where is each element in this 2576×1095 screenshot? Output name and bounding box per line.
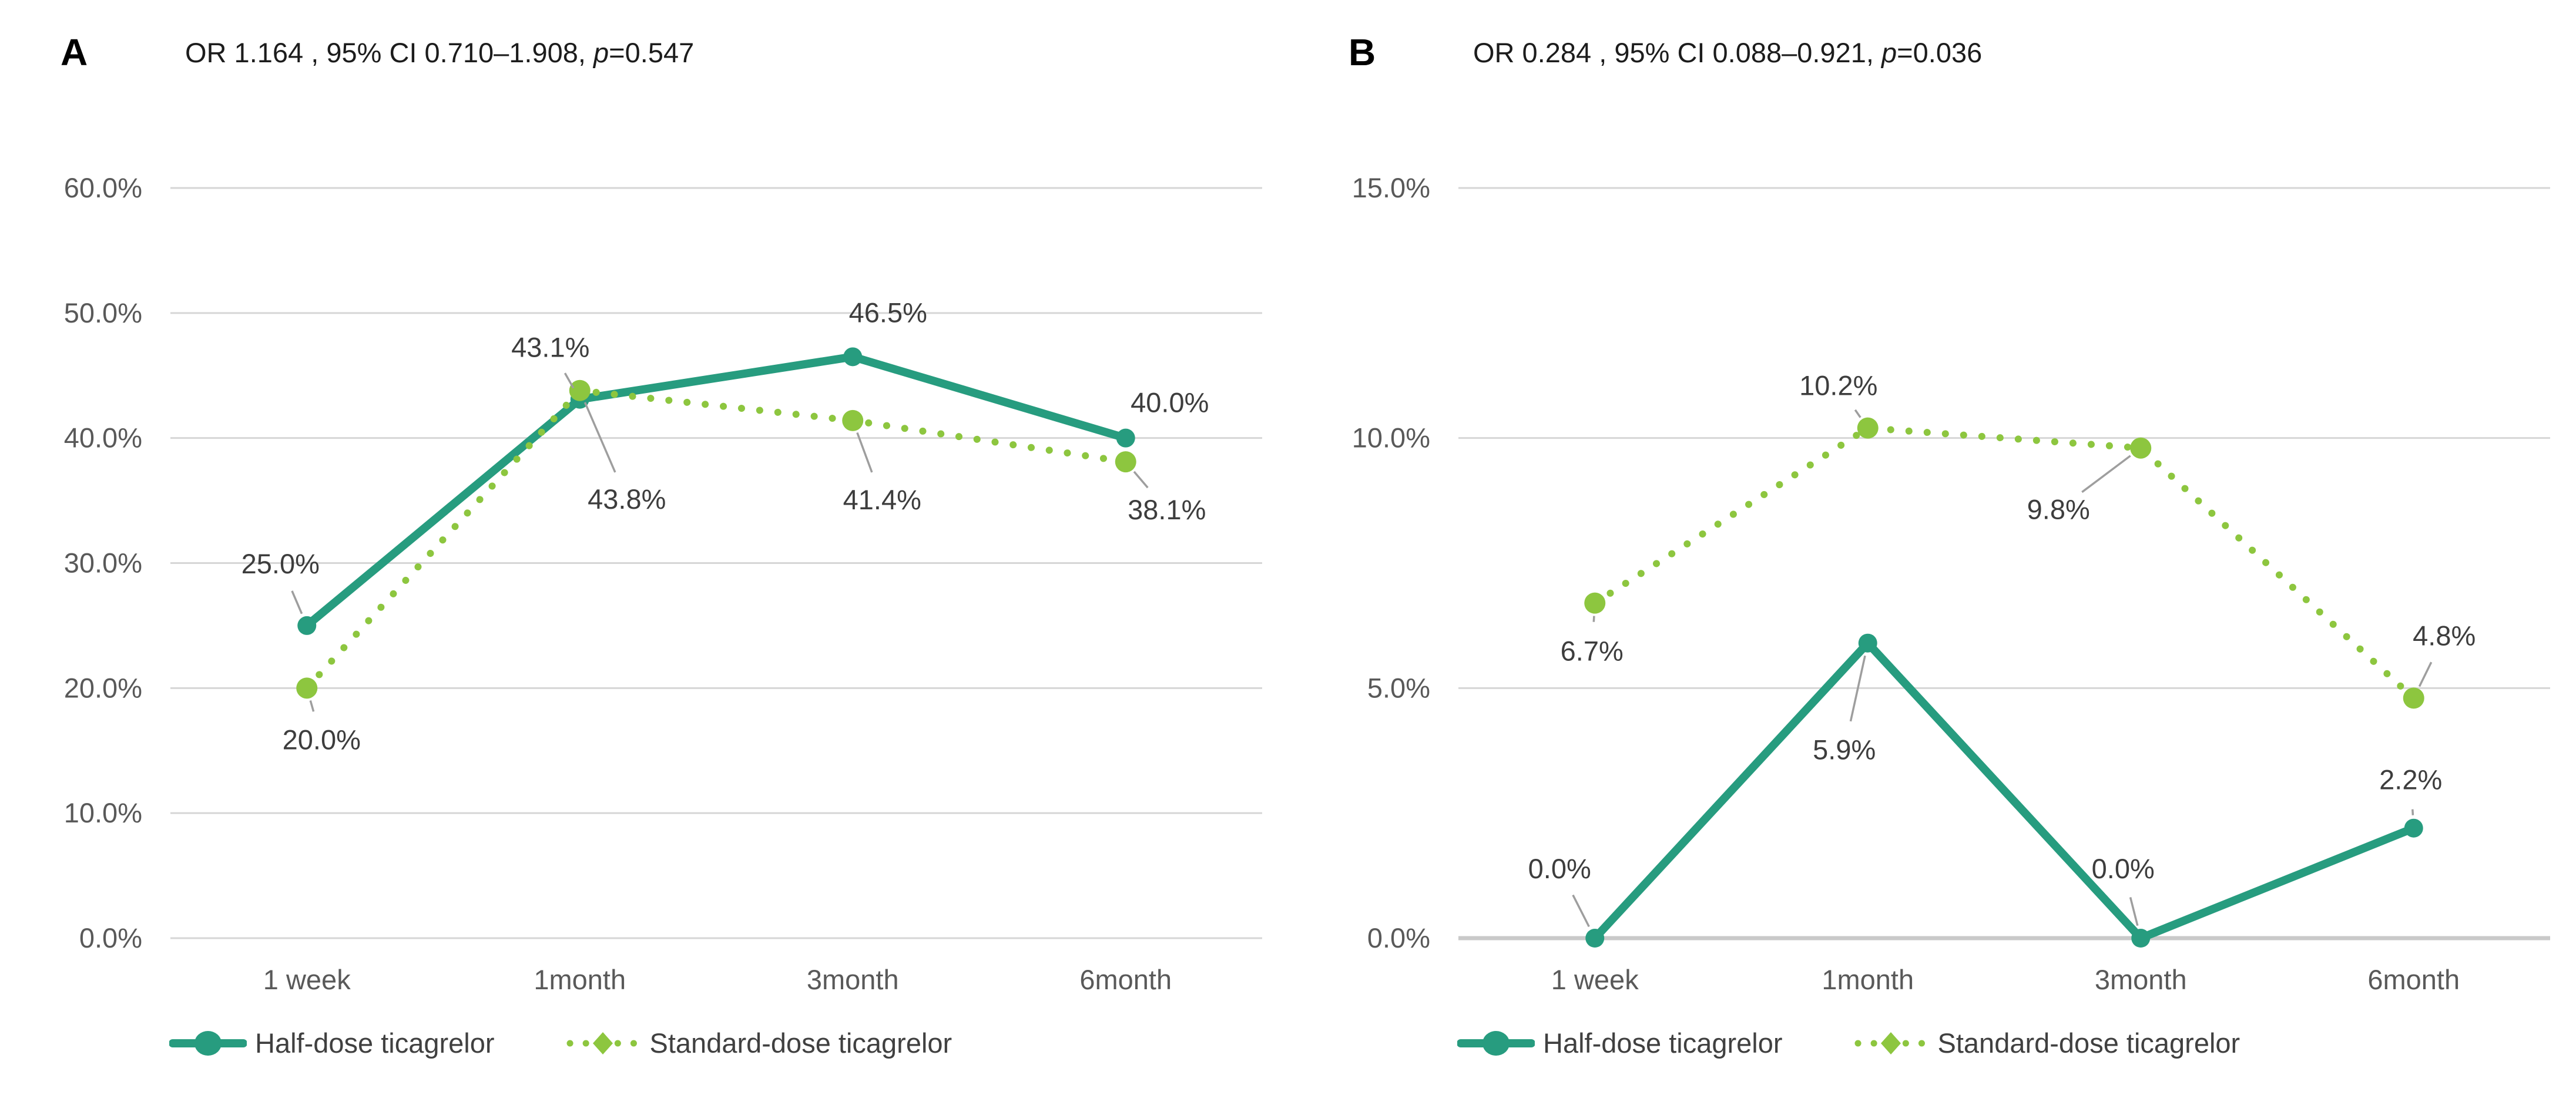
- label-leader-line: [856, 432, 873, 473]
- data-point-standard_dose: [842, 409, 864, 431]
- data-point-standard_dose: [2130, 437, 2152, 459]
- label-leader-line: [309, 700, 315, 712]
- y-axis-label: 50.0%: [64, 297, 142, 328]
- label-leader-line: [1133, 471, 1149, 489]
- data-point-standard_dose: [296, 677, 318, 699]
- data-point-half_dose: [297, 616, 317, 635]
- data-label: 5.9%: [1813, 734, 1876, 765]
- x-axis-label: 1month: [534, 964, 626, 995]
- panel-a-header: A OR 1.164 , 95% CI 0.710–1.908, p=0.547: [0, 31, 1288, 83]
- panel-a-letter: A: [61, 31, 89, 73]
- x-axis-label: 1month: [1822, 964, 1914, 995]
- data-label: 2.2%: [2379, 764, 2442, 795]
- label-leader-line: [1854, 409, 1861, 418]
- data-label: 6.7%: [1561, 636, 1624, 667]
- data-label: 4.8%: [2413, 620, 2476, 651]
- standard-dose-dotted-marker-icon: [566, 1032, 639, 1054]
- y-axis-label: 0.0%: [1367, 922, 1430, 953]
- x-axis-label: 1 week: [263, 964, 351, 995]
- data-label: 41.4%: [843, 484, 921, 515]
- data-label: 20.0%: [283, 724, 361, 755]
- x-axis-label: 3month: [2095, 964, 2187, 995]
- series-line-standard_dose: [1591, 424, 2417, 702]
- data-point-standard_dose: [1857, 417, 1879, 439]
- legend-label-half-dose: Half-dose ticagrelor: [255, 1027, 495, 1059]
- x-axis-label: 1 week: [1551, 964, 1639, 995]
- panel-a-p-symbol: p: [593, 37, 609, 68]
- data-point-standard_dose: [2403, 687, 2424, 709]
- legend-item-half-dose: Half-dose ticagrelor: [169, 1027, 495, 1059]
- y-axis-label: 10.0%: [1352, 422, 1430, 454]
- y-axis-label: 10.0%: [64, 797, 142, 828]
- data-point-half_dose: [1116, 428, 1135, 448]
- data-point-standard_dose: [1115, 451, 1136, 473]
- data-point-half_dose: [1858, 633, 1877, 653]
- panel-a-legend: Half-dose ticagrelor Standard-dose ticag…: [169, 1027, 952, 1059]
- label-leader-line: [2418, 661, 2433, 687]
- data-point-half_dose: [1585, 929, 1605, 948]
- data-label: 25.0%: [242, 548, 320, 579]
- data-label: 46.5%: [849, 297, 927, 328]
- y-axis-label: 15.0%: [1352, 172, 1430, 203]
- panel-a-p-value: =0.547: [609, 37, 695, 68]
- y-axis-label: 0.0%: [79, 922, 142, 953]
- label-leader-line: [2129, 897, 2139, 926]
- data-point-standard_dose: [569, 379, 591, 401]
- legend-item-half-dose: Half-dose ticagrelor: [1457, 1027, 1783, 1059]
- x-axis-label: 6month: [2367, 964, 2460, 995]
- legend-label-half-dose: Half-dose ticagrelor: [1543, 1027, 1783, 1059]
- panel-b-p-symbol: p: [1881, 37, 1897, 68]
- standard-dose-dotted-marker-icon: [1854, 1032, 1927, 1054]
- data-point-half_dose: [2404, 818, 2423, 838]
- legend-label-standard-dose: Standard-dose ticagrelor: [649, 1027, 952, 1059]
- label-leader-line: [2081, 455, 2131, 493]
- label-leader-line: [564, 372, 575, 389]
- y-axis-label: 5.0%: [1367, 672, 1430, 703]
- panel-b-p-value: =0.036: [1897, 37, 1983, 68]
- series-line-standard_dose: [303, 387, 1129, 692]
- panel-a: A OR 1.164 , 95% CI 0.710–1.908, p=0.547…: [0, 31, 1288, 1059]
- panel-b: B OR 0.284 , 95% CI 0.088–0.921, p=0.036…: [1288, 0, 2576, 1095]
- data-label: 0.0%: [1528, 853, 1591, 884]
- series-line-half_dose: [303, 352, 1130, 630]
- data-label: 43.1%: [511, 332, 589, 363]
- legend-item-standard-dose: Standard-dose ticagrelor: [1852, 1027, 2240, 1059]
- half-dose-line-marker-icon: [169, 1030, 247, 1056]
- y-axis-label: 40.0%: [64, 422, 142, 454]
- panel-b-line-chart: 0.0% 5.0% 10.0% 15.0% 1 week 1month 3month 6mon…: [1352, 172, 2550, 995]
- data-label: 9.8%: [2027, 494, 2090, 525]
- label-leader-line: [1849, 655, 1866, 722]
- y-axis-label: 60.0%: [64, 172, 142, 203]
- label-leader-line: [583, 402, 616, 473]
- panel-b-legend: Half-dose ticagrelor Standard-dose ticag…: [1457, 1027, 2240, 1059]
- data-label: 43.8%: [588, 483, 666, 515]
- panel-a-title-text: OR 1.164 , 95% CI 0.710–1.908,: [185, 37, 594, 68]
- y-axis-label: 30.0%: [64, 548, 142, 579]
- label-leader-line: [291, 590, 303, 614]
- legend-item-standard-dose: Standard-dose ticagrelor: [564, 1027, 952, 1059]
- x-axis-label: 6month: [1079, 964, 1172, 995]
- series-line-half_dose: [1591, 639, 2418, 942]
- panel-b-header: B OR 0.284 , 95% CI 0.088–0.921, p=0.036: [1288, 31, 2576, 83]
- data-label: 10.2%: [1799, 370, 1877, 401]
- data-label: 40.0%: [1131, 387, 1209, 418]
- data-label: 38.1%: [1128, 494, 1206, 525]
- label-leader-line: [1572, 894, 1590, 928]
- data-point-half_dose: [843, 347, 863, 367]
- data-point-standard_dose: [1584, 592, 1606, 614]
- data-point-half_dose: [2131, 929, 2151, 948]
- half-dose-line-marker-icon: [1457, 1030, 1535, 1056]
- panel-a-line-chart: 0.0% 10.0% 20.0% 30.0% 40.0% 50.0% 60.0% 1 week…: [64, 172, 1262, 995]
- panel-a-title: OR 1.164 , 95% CI 0.710–1.908, p=0.547: [185, 36, 694, 69]
- panel-b-title-text: OR 0.284 , 95% CI 0.088–0.921,: [1473, 37, 1882, 68]
- y-axis-label: 20.0%: [64, 672, 142, 703]
- panel-b-letter: B: [1349, 31, 1377, 73]
- data-label: 0.0%: [2092, 853, 2155, 884]
- panel-b-title: OR 0.284 , 95% CI 0.088–0.921, p=0.036: [1473, 36, 1982, 69]
- x-axis-label: 3month: [807, 964, 899, 995]
- legend-label-standard-dose: Standard-dose ticagrelor: [1937, 1027, 2240, 1059]
